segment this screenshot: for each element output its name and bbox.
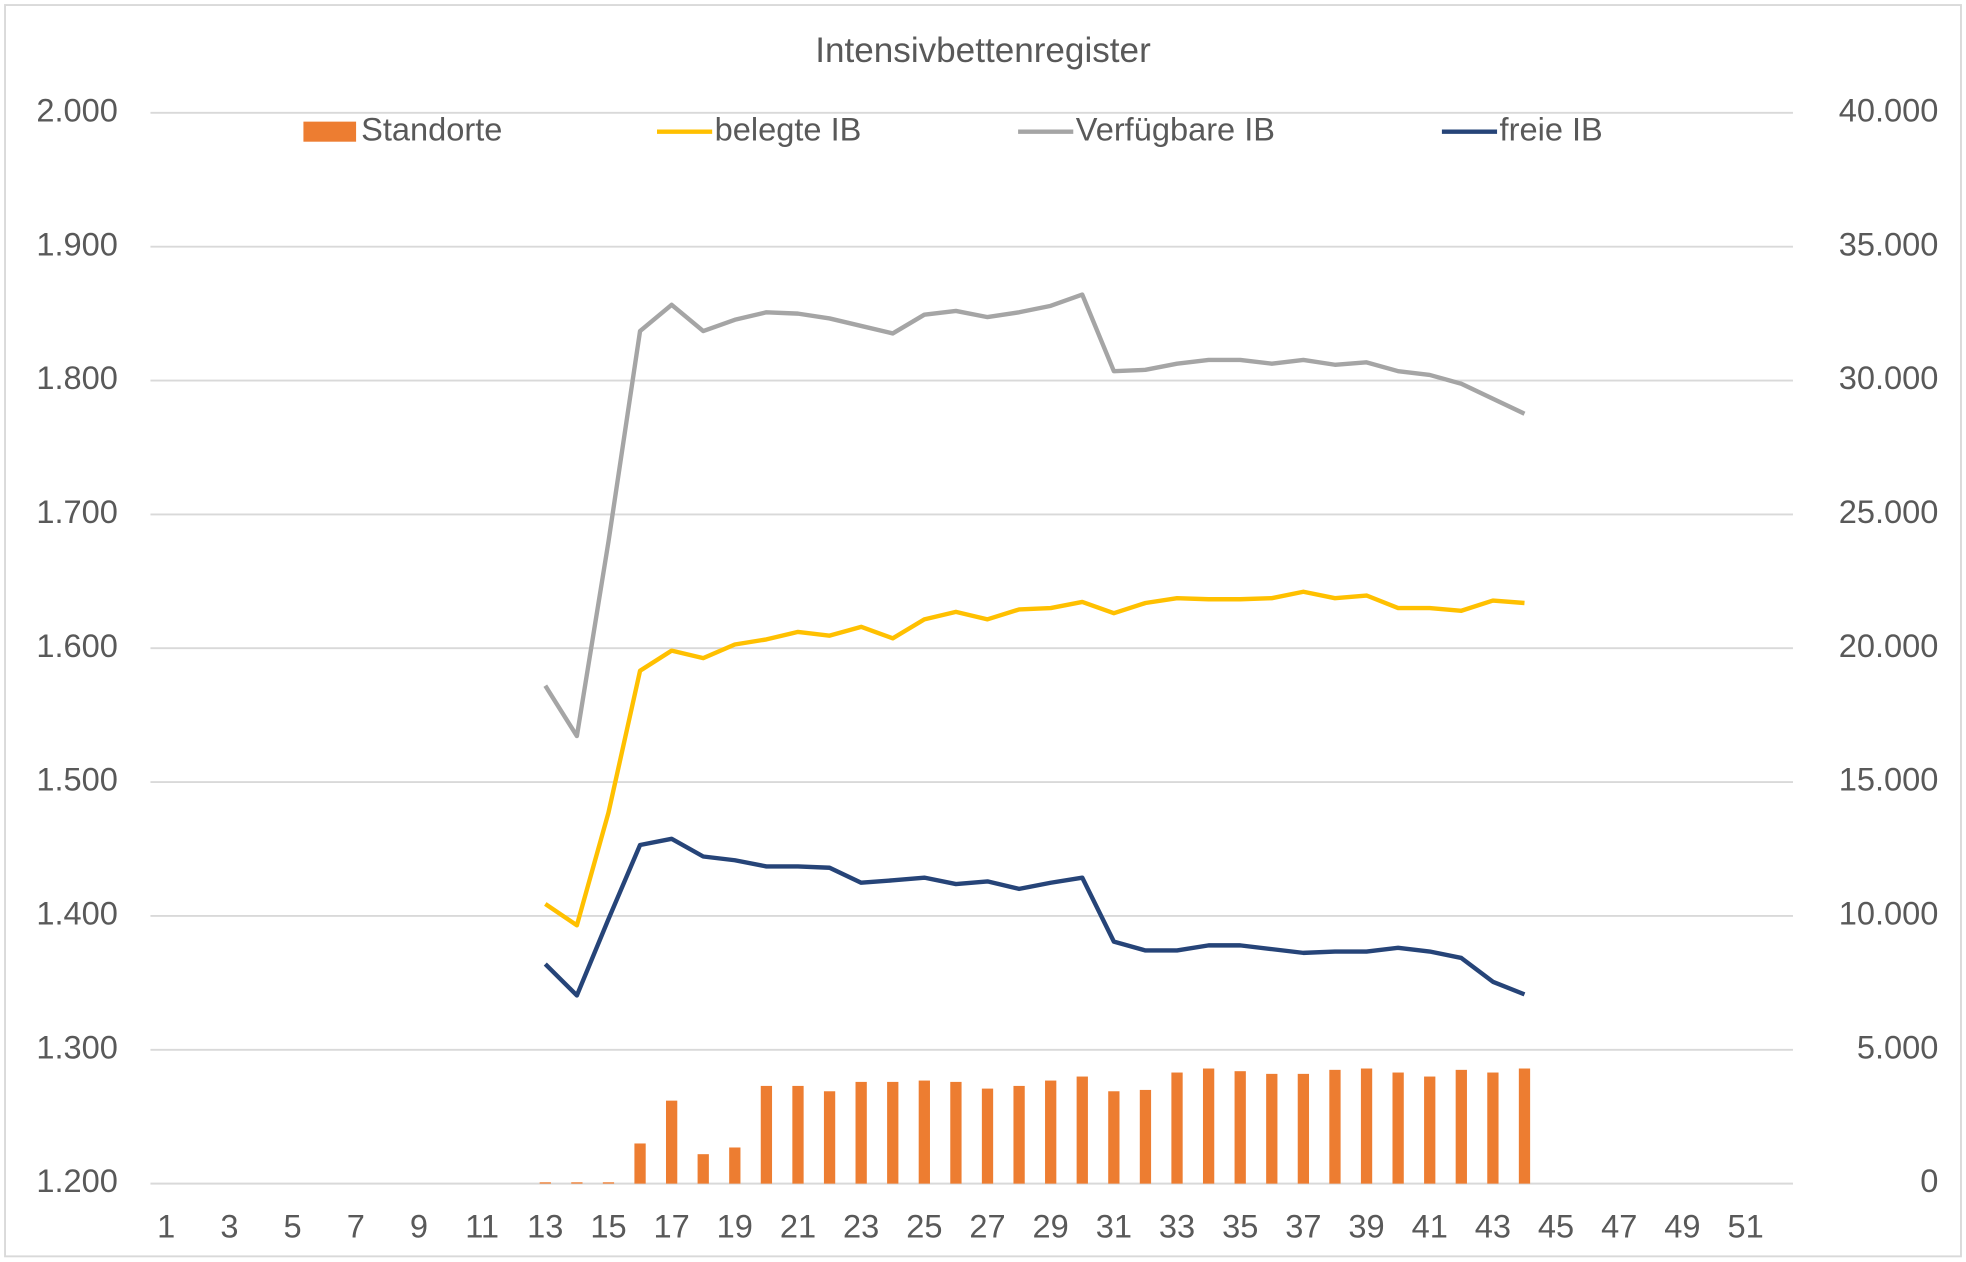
bar xyxy=(855,1081,867,1184)
line xyxy=(543,836,1526,998)
bar xyxy=(1487,1072,1499,1184)
x-tick-label: 35 xyxy=(1222,1207,1258,1244)
x-tick-label: 39 xyxy=(1348,1207,1384,1244)
x-tick-label: 41 xyxy=(1412,1207,1448,1244)
y-tick-label: 1.400 xyxy=(36,895,118,932)
x-tick-label: 47 xyxy=(1601,1207,1637,1244)
y2-tick-label: 15.000 xyxy=(1839,761,1939,798)
x-tick-label: 9 xyxy=(410,1207,428,1244)
y2-tick-label: 10.000 xyxy=(1839,895,1939,932)
x-tick-label: 3 xyxy=(220,1207,238,1244)
bar xyxy=(1045,1080,1057,1184)
y2-tick-label: 0 xyxy=(1920,1162,1938,1199)
x-tick-label: 45 xyxy=(1538,1207,1574,1244)
y-tick-label: 1.600 xyxy=(36,627,118,664)
x-tick-label: 33 xyxy=(1159,1207,1195,1244)
bar xyxy=(665,1100,678,1184)
x-tick-label: 7 xyxy=(347,1207,365,1244)
bar xyxy=(1455,1069,1467,1184)
bar xyxy=(792,1085,804,1184)
bar xyxy=(697,1154,709,1184)
legend-swatch xyxy=(303,121,357,142)
bar xyxy=(950,1081,962,1184)
x-tick-label: 11 xyxy=(465,1207,499,1244)
y-tick-label: 1.700 xyxy=(36,493,118,530)
x-tick-label: 27 xyxy=(969,1207,1005,1244)
bar xyxy=(1171,1072,1183,1184)
x-tick-label: 37 xyxy=(1285,1207,1321,1244)
line xyxy=(544,589,1525,928)
y-tick-label: 1.900 xyxy=(36,225,118,262)
y-tick-label: 1.200 xyxy=(36,1162,118,1199)
x-tick-label: 49 xyxy=(1664,1207,1700,1244)
x-tick-label: 19 xyxy=(717,1207,753,1244)
chart-title: Intensivbettenregister xyxy=(815,31,1151,70)
x-tick-label: 13 xyxy=(527,1207,563,1244)
bar xyxy=(823,1091,836,1184)
bar xyxy=(918,1080,930,1184)
bar xyxy=(1360,1068,1373,1184)
bar xyxy=(1424,1076,1436,1184)
bar xyxy=(1392,1072,1404,1184)
bar xyxy=(1108,1091,1120,1184)
x-tick-label: 1 xyxy=(157,1207,175,1244)
x-tick-label: 23 xyxy=(843,1207,879,1244)
x-tick-label: 51 xyxy=(1727,1207,1763,1244)
x-tick-label: 43 xyxy=(1475,1207,1511,1244)
bar xyxy=(1013,1085,1025,1184)
bar xyxy=(634,1143,646,1184)
y-tick-label: 2.000 xyxy=(36,91,118,128)
bar xyxy=(1329,1069,1341,1184)
x-tick-label: 25 xyxy=(906,1207,942,1244)
y2-tick-label: 25.000 xyxy=(1839,493,1939,530)
bar xyxy=(760,1085,773,1184)
legend-label: Verfügbare IB xyxy=(1076,110,1275,147)
legend-label: belegte IB xyxy=(715,110,862,147)
x-tick-label: 29 xyxy=(1033,1207,1069,1244)
bar xyxy=(1297,1073,1310,1184)
bar xyxy=(602,1182,615,1184)
bar xyxy=(981,1088,994,1184)
y2-tick-label: 20.000 xyxy=(1839,627,1939,664)
bar xyxy=(1139,1089,1152,1184)
x-tick-label: 17 xyxy=(654,1207,690,1244)
x-tick-label: 31 xyxy=(1096,1207,1132,1244)
bar xyxy=(1076,1076,1088,1184)
bar xyxy=(887,1081,899,1184)
legend-label: Standorte xyxy=(361,110,502,147)
bar xyxy=(539,1182,551,1184)
chart-border xyxy=(4,4,1962,1258)
x-tick-label: 21 xyxy=(780,1207,816,1244)
bar xyxy=(1266,1073,1278,1184)
x-tick-label: 5 xyxy=(284,1207,302,1244)
legend-label: freie IB xyxy=(1500,110,1603,147)
y2-tick-label: 30.000 xyxy=(1839,359,1939,396)
y2-tick-label: 5.000 xyxy=(1857,1028,1939,1065)
y-tick-label: 1.300 xyxy=(36,1028,118,1065)
y-tick-label: 1.800 xyxy=(36,359,118,396)
y2-tick-label: 40.000 xyxy=(1839,91,1939,128)
y2-tick-label: 35.000 xyxy=(1839,225,1939,262)
bar xyxy=(1202,1068,1215,1184)
bar xyxy=(1234,1071,1246,1184)
bar xyxy=(1518,1068,1531,1184)
line xyxy=(543,292,1526,739)
bar xyxy=(571,1182,583,1184)
bar xyxy=(729,1147,741,1184)
y-tick-label: 1.500 xyxy=(36,761,118,798)
x-tick-label: 15 xyxy=(590,1207,626,1244)
